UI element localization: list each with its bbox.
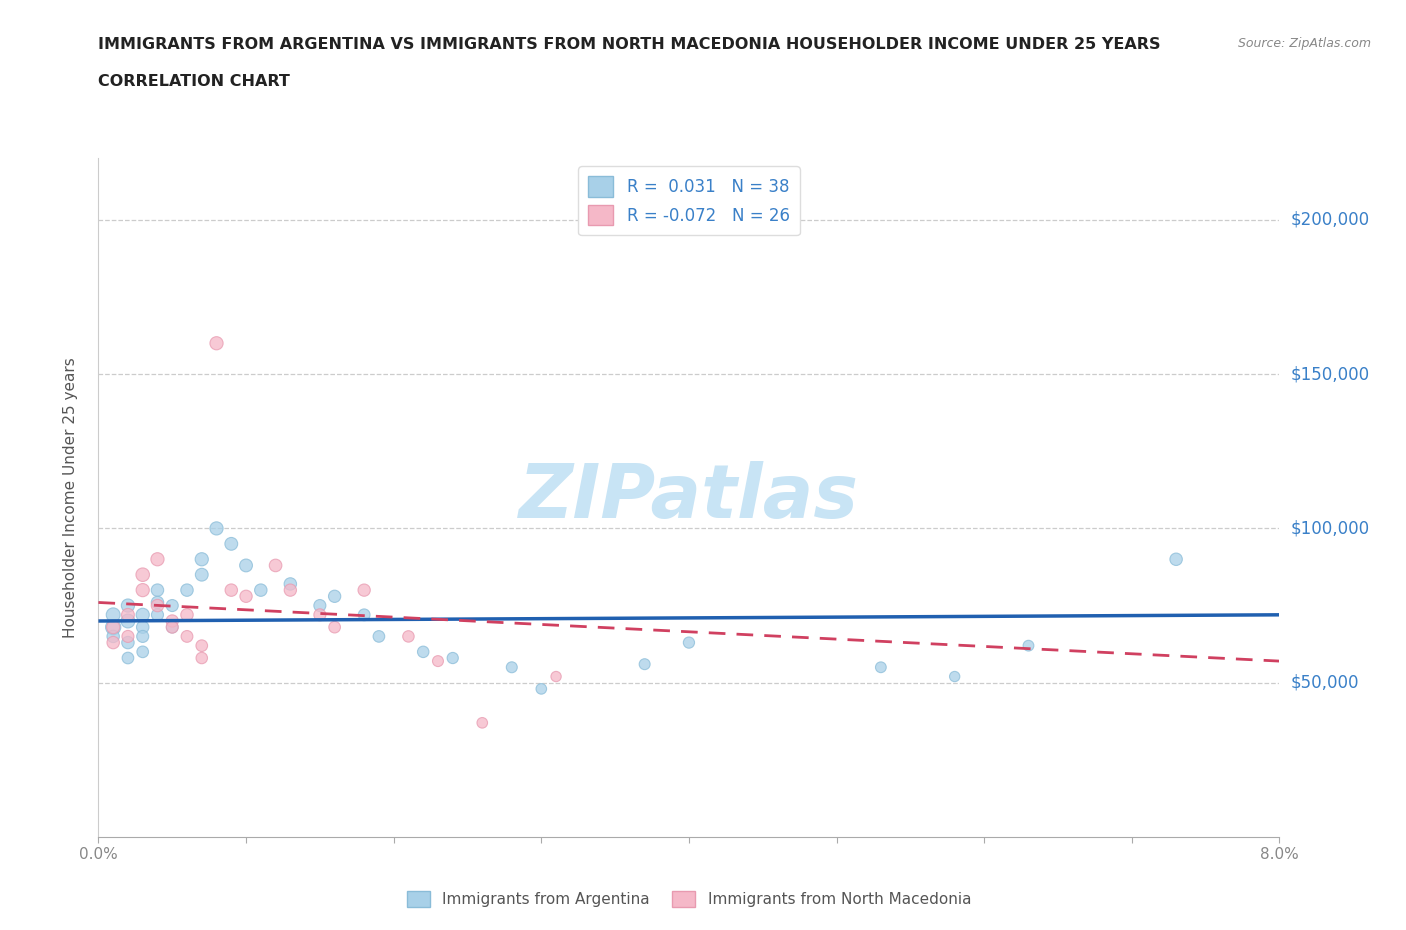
Point	[132, 644, 155, 659]
Point	[146, 551, 169, 566]
Text: $150,000: $150,000	[1291, 365, 1369, 383]
Point	[103, 635, 124, 650]
Point	[205, 521, 228, 536]
Point	[412, 644, 434, 659]
Point	[103, 619, 124, 634]
Legend: Immigrants from Argentina, Immigrants from North Macedonia: Immigrants from Argentina, Immigrants fr…	[401, 884, 977, 913]
Point	[501, 660, 523, 675]
Point	[117, 651, 139, 666]
Legend: R =  0.031   N = 38, R = -0.072   N = 26: R = 0.031 N = 38, R = -0.072 N = 26	[578, 166, 800, 235]
Point	[117, 598, 139, 613]
Point	[176, 607, 198, 622]
Point	[162, 619, 183, 634]
Point	[250, 583, 273, 598]
Point	[162, 598, 183, 613]
Point	[132, 567, 155, 582]
Point	[146, 595, 169, 610]
Point	[117, 635, 139, 650]
Point	[943, 669, 966, 684]
Text: $100,000: $100,000	[1291, 520, 1369, 538]
Point	[117, 629, 139, 644]
Point	[219, 583, 242, 598]
Point	[235, 589, 257, 604]
Point	[323, 619, 346, 634]
Point	[146, 583, 169, 598]
Text: IMMIGRANTS FROM ARGENTINA VS IMMIGRANTS FROM NORTH MACEDONIA HOUSEHOLDER INCOME : IMMIGRANTS FROM ARGENTINA VS IMMIGRANTS …	[98, 37, 1161, 52]
Text: $200,000: $200,000	[1291, 211, 1369, 229]
Point	[162, 619, 183, 634]
Y-axis label: Householder Income Under 25 years: Householder Income Under 25 years	[63, 357, 77, 638]
Point	[103, 607, 124, 622]
Point	[396, 629, 419, 644]
Point	[278, 583, 301, 598]
Point	[323, 589, 346, 604]
Point	[530, 682, 553, 697]
Text: ZIPatlas: ZIPatlas	[519, 461, 859, 534]
Point	[308, 598, 332, 613]
Point	[1164, 551, 1187, 566]
Point	[353, 583, 375, 598]
Point	[117, 607, 139, 622]
Point	[1017, 638, 1039, 653]
Point	[869, 660, 891, 675]
Point	[132, 607, 155, 622]
Point	[633, 657, 655, 671]
Point	[205, 336, 228, 351]
Point	[191, 551, 214, 566]
Point	[426, 654, 449, 669]
Point	[308, 607, 332, 622]
Text: $50,000: $50,000	[1291, 673, 1360, 692]
Point	[471, 715, 494, 730]
Point	[132, 629, 155, 644]
Point	[103, 629, 124, 644]
Point	[117, 614, 139, 629]
Point	[235, 558, 257, 573]
Point	[132, 619, 155, 634]
Point	[176, 629, 198, 644]
Point	[264, 558, 287, 573]
Point	[219, 537, 242, 551]
Point	[162, 614, 183, 629]
Point	[353, 607, 375, 622]
Point	[191, 567, 214, 582]
Point	[441, 651, 464, 666]
Point	[176, 583, 198, 598]
Text: CORRELATION CHART: CORRELATION CHART	[98, 74, 290, 89]
Point	[132, 583, 155, 598]
Point	[146, 598, 169, 613]
Point	[103, 619, 124, 634]
Point	[191, 651, 214, 666]
Point	[367, 629, 389, 644]
Point	[678, 635, 700, 650]
Point	[544, 669, 567, 684]
Point	[146, 607, 169, 622]
Point	[191, 638, 214, 653]
Point	[278, 577, 301, 591]
Text: Source: ZipAtlas.com: Source: ZipAtlas.com	[1237, 37, 1371, 50]
